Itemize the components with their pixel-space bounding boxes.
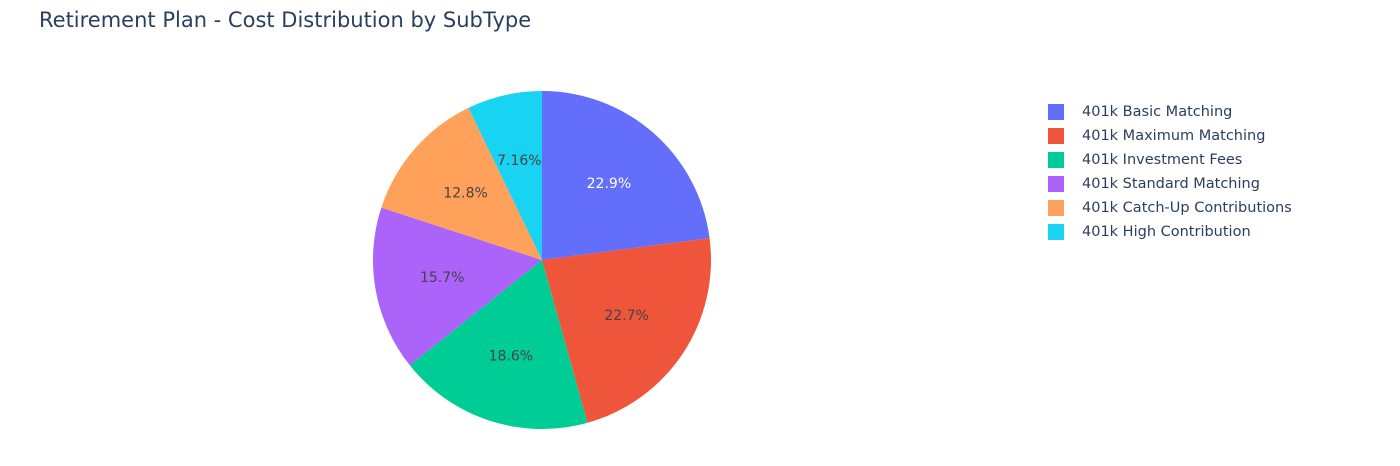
legend-label: 401k Maximum Matching — [1082, 128, 1266, 144]
legend-label: 401k High Contribution — [1082, 224, 1251, 240]
legend-swatch — [1048, 176, 1064, 192]
legend-swatch — [1048, 152, 1064, 168]
pie-slice-401k-standard-matching[interactable] — [372, 207, 542, 366]
pie-slice-401k-high-contribution[interactable] — [468, 91, 542, 260]
pie-slice-401k-basic-matching[interactable] — [542, 91, 710, 260]
slice-percent-label: 7.16% — [497, 153, 541, 169]
legend-swatch — [1048, 200, 1064, 216]
legend-item[interactable]: 401k Standard Matching — [1048, 172, 1292, 196]
slice-percent-label: 18.6% — [489, 348, 533, 364]
slice-percent-label: 12.8% — [443, 185, 487, 201]
legend-label: 401k Catch-Up Contributions — [1082, 200, 1292, 216]
pie-slice-labels: 22.9% 22.7% 18.6% 15.7% 12.8% 7.16% — [420, 153, 649, 364]
pie-slice-401k-catch-up-contributions[interactable] — [381, 107, 542, 260]
pie-slice-401k-maximum-matching[interactable] — [542, 238, 711, 423]
pie-slice-401k-investment-fees[interactable] — [409, 260, 588, 429]
legend-label: 401k Standard Matching — [1082, 176, 1260, 192]
legend-item[interactable]: 401k Catch-Up Contributions — [1048, 196, 1292, 220]
pie-slices — [372, 91, 711, 429]
legend-swatch — [1048, 104, 1064, 120]
legend-item[interactable]: 401k Investment Fees — [1048, 148, 1292, 172]
legend-swatch — [1048, 224, 1064, 240]
legend: 401k Basic Matching 401k Maximum Matching… — [1048, 100, 1292, 244]
chart-title: Retirement Plan - Cost Distribution by S… — [39, 8, 532, 32]
legend-label: 401k Basic Matching — [1082, 104, 1233, 120]
legend-item[interactable]: 401k Basic Matching — [1048, 100, 1292, 124]
slice-percent-label: 15.7% — [420, 270, 464, 286]
legend-swatch — [1048, 128, 1064, 144]
slice-percent-label: 22.9% — [587, 176, 631, 192]
legend-item[interactable]: 401k High Contribution — [1048, 220, 1292, 244]
legend-item[interactable]: 401k Maximum Matching — [1048, 124, 1292, 148]
legend-label: 401k Investment Fees — [1082, 152, 1243, 168]
slice-percent-label: 22.7% — [604, 308, 648, 324]
